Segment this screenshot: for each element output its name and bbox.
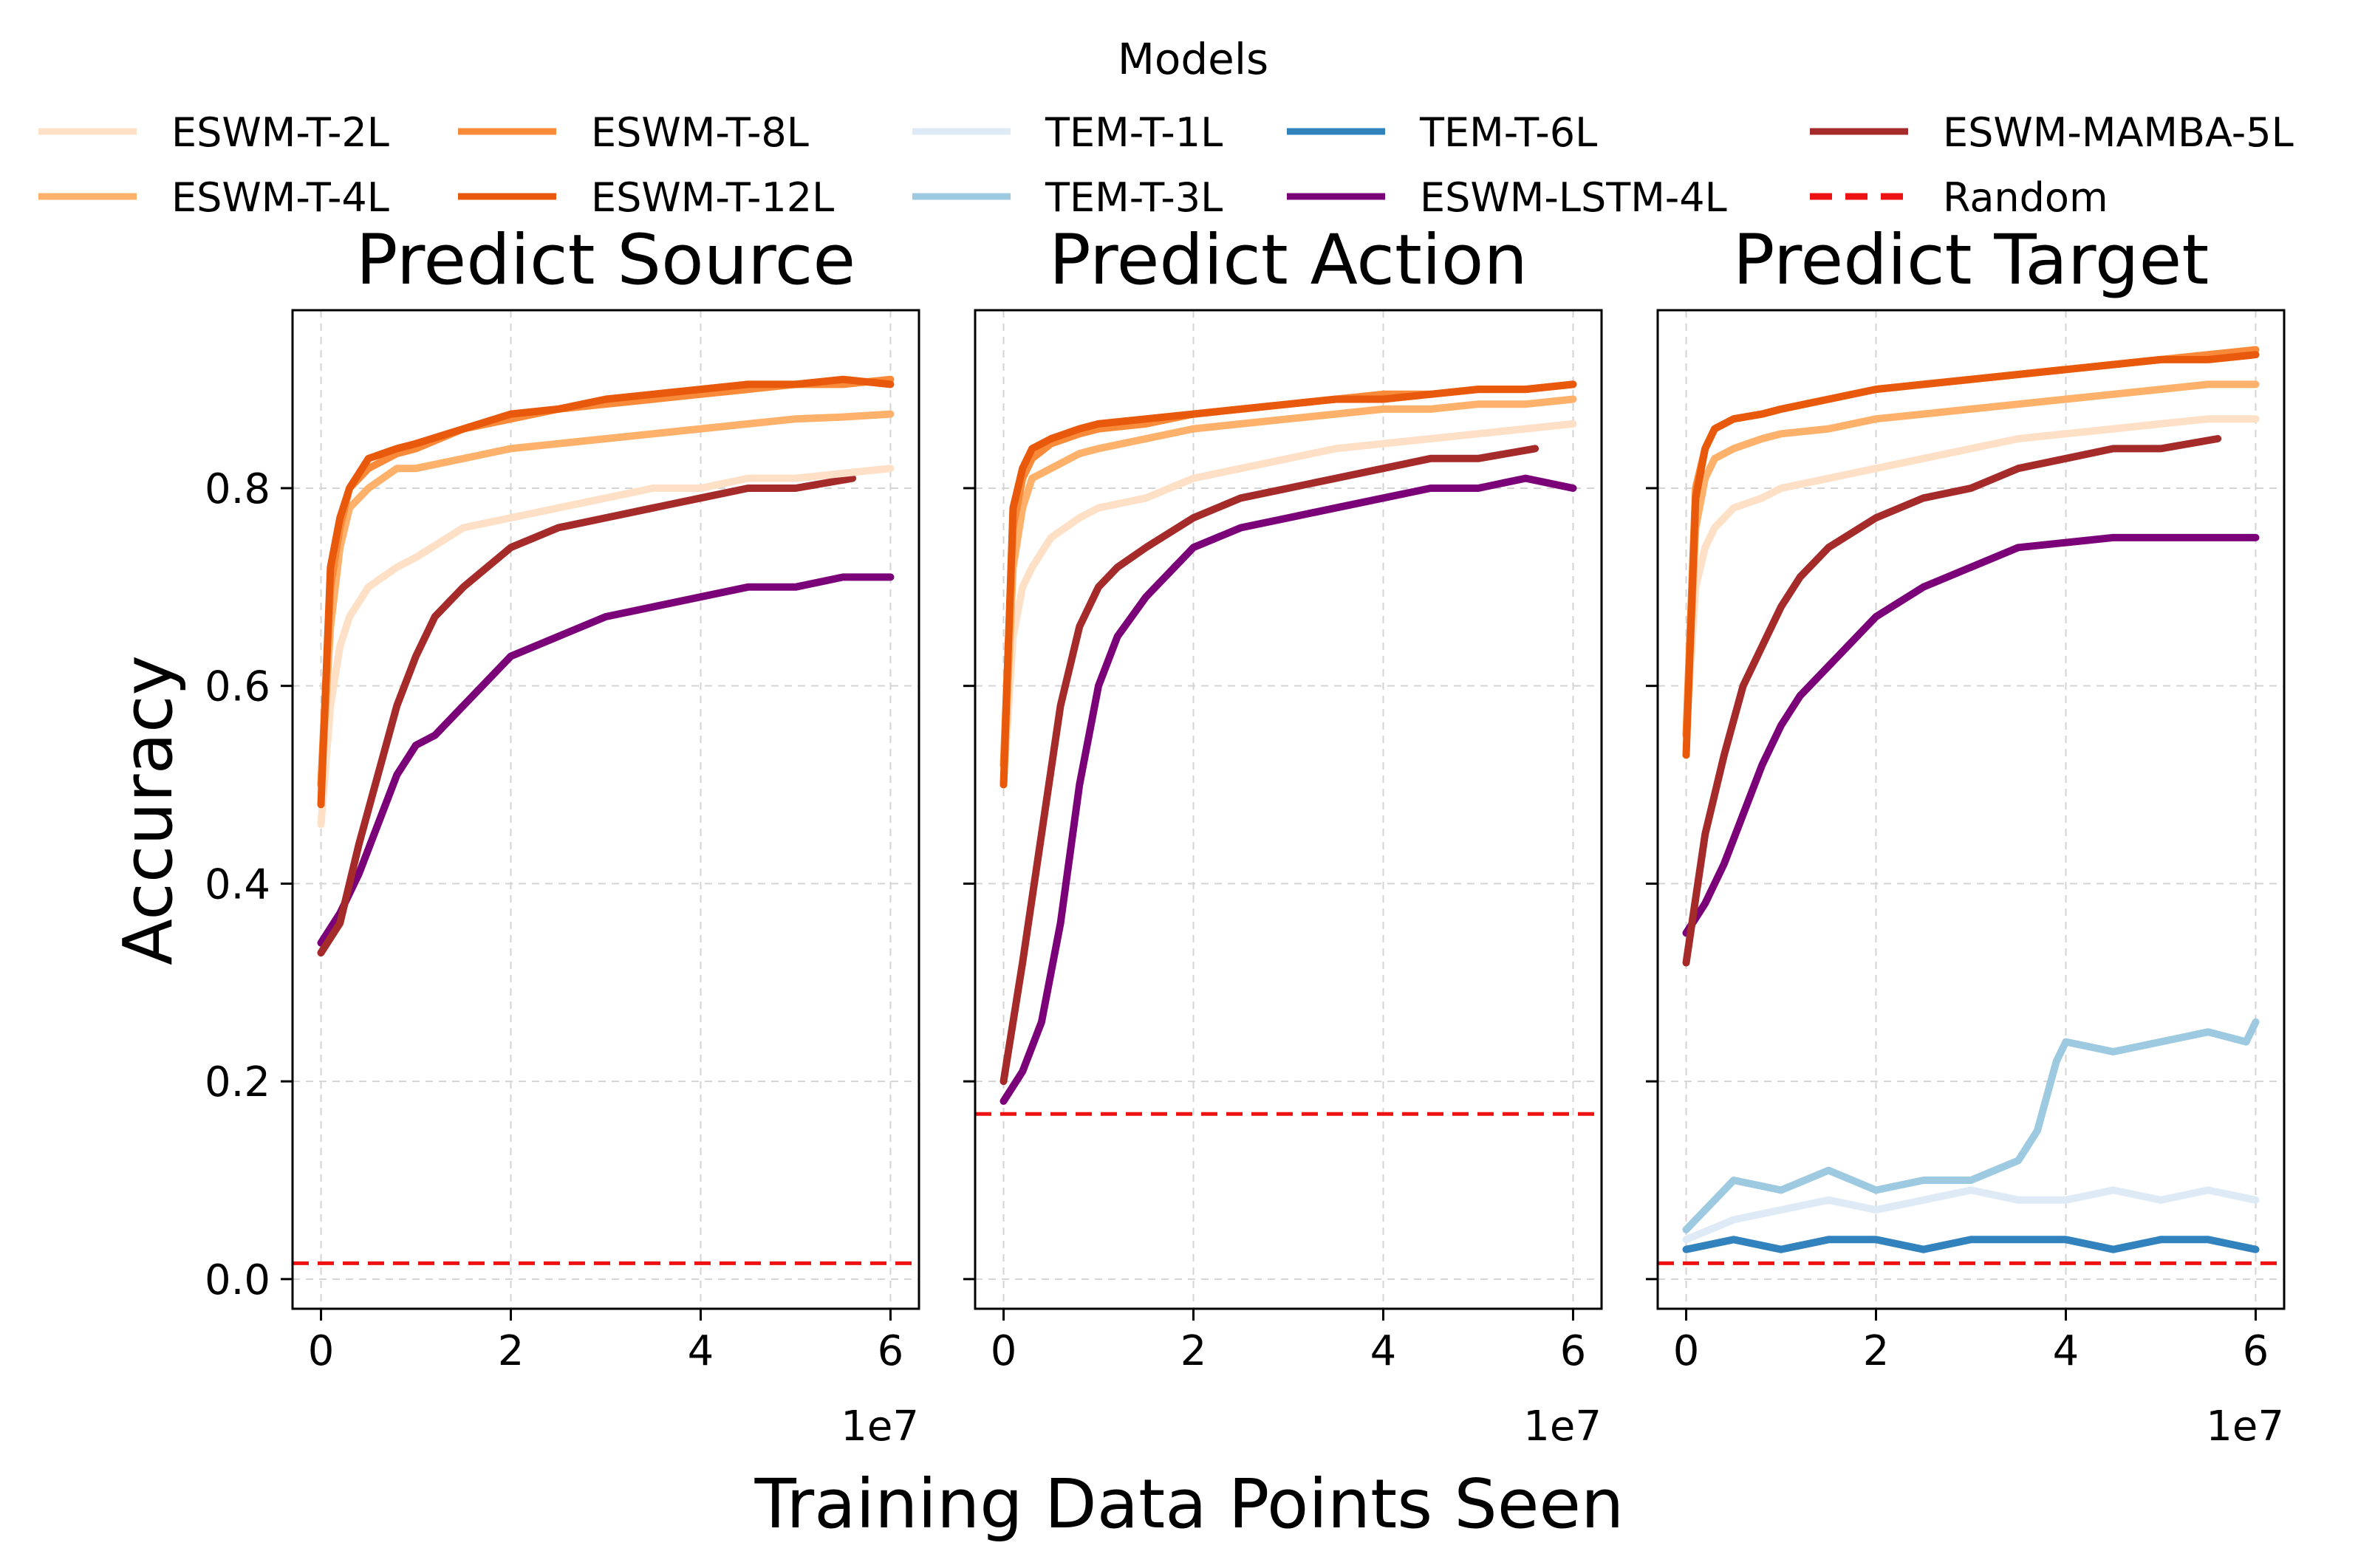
legend-label-eswm-t-12l: ESWM-T-12L	[591, 174, 834, 221]
panels: 0 2 4 6 0.0 0.2 0.4 0.6 0.8 1e7 Predict Source 0 2 4 6…	[205, 220, 2286, 1451]
plot-frame	[974, 309, 1603, 1310]
series-eswm-t-2l	[317, 465, 895, 829]
panel-predict-source: 0 2 4 6 0.0 0.2 0.4 0.6 0.8 1e7 Predict Source	[205, 220, 920, 1451]
x-tick-label: 6	[878, 1327, 904, 1375]
legend-item-eswm-lstm-4l: ESWM-LSTM-4L	[1287, 174, 1727, 221]
legend-item-eswm-t-4l: ESWM-T-4L	[38, 174, 389, 221]
legend-label-tem-t-1l: TEM-T-1L	[1045, 109, 1223, 156]
legend-label-tem-t-6l: TEM-T-6L	[1419, 109, 1597, 156]
series-eswm-lstm-4l	[317, 573, 895, 947]
series-eswm-t-12l	[317, 375, 895, 809]
y-tick-label: 0.8	[205, 465, 270, 513]
y-tick-label: 0.2	[205, 1058, 270, 1106]
legend-item-tem-t-3l: TEM-T-3L	[912, 174, 1223, 221]
series-eswm-t-2l	[1682, 415, 2260, 739]
legend-label-random: Random	[1943, 174, 2108, 221]
x-tick-label: 6	[1560, 1327, 1587, 1375]
y-tick-label: 0.4	[205, 860, 270, 908]
legend-item-tem-t-6l: TEM-T-6L	[1287, 109, 1597, 156]
x-multiplier-label: 1e7	[1523, 1403, 1602, 1451]
plot-frame	[1656, 309, 2286, 1310]
legend-label-eswm-t-2l: ESWM-T-2L	[171, 109, 389, 156]
series-eswm-t-8l	[999, 380, 1577, 769]
legend: ESWM-T-2L ESWM-T-4L ESWM-T-8L ESWM-T-12L TEM…	[38, 109, 2294, 221]
legend-item-eswm-t-8l: ESWM-T-8L	[458, 109, 809, 156]
series-eswm-mamba-5l	[999, 445, 1540, 1086]
series-eswm-t-4l	[317, 410, 895, 789]
legend-label-tem-t-3l: TEM-T-3L	[1045, 174, 1223, 221]
panel-title-predict-target: Predict Target	[1733, 220, 2209, 301]
panel-predict-target: 0 2 4 6 1e7 Predict Target	[1646, 220, 2286, 1451]
series-eswm-t-12l	[1682, 351, 2260, 759]
x-tick-label: 4	[2053, 1327, 2080, 1375]
legend-item-eswm-t-12l: ESWM-T-12L	[458, 174, 834, 221]
series-eswm-t-12l	[999, 380, 1577, 789]
legend-label-eswm-mamba-5l: ESWM-MAMBA-5L	[1943, 109, 2294, 156]
panel-title-predict-action: Predict Action	[1049, 220, 1528, 301]
x-multiplier-label: 1e7	[2206, 1403, 2284, 1451]
y-axis-label: Accuracy	[109, 655, 188, 965]
legend-title: Models	[1118, 34, 1268, 84]
legend-label-eswm-t-8l: ESWM-T-8L	[591, 109, 809, 156]
series-tem-t-3l	[1682, 1018, 2260, 1233]
x-multiplier-label: 1e7	[841, 1403, 919, 1451]
series-eswm-t-2l	[999, 420, 1577, 789]
x-tick-label: 2	[1180, 1327, 1207, 1375]
y-tick-label: 0.6	[205, 663, 270, 711]
x-tick-label: 4	[688, 1327, 714, 1375]
series-eswm-mamba-5l	[1682, 435, 2222, 967]
series-eswm-t-4l	[999, 395, 1577, 789]
panel-title-predict-source: Predict Source	[356, 220, 856, 301]
series-tem-t-6l	[1682, 1236, 2260, 1253]
x-tick-label: 2	[1863, 1327, 1890, 1375]
series-tem-t-1l	[1682, 1186, 2260, 1244]
legend-item-tem-t-1l: TEM-T-1L	[912, 109, 1223, 156]
x-tick-label: 0	[1673, 1327, 1700, 1375]
legend-item-random: Random	[1810, 174, 2108, 221]
x-tick-label: 0	[991, 1327, 1017, 1375]
x-tick-label: 6	[2243, 1327, 2269, 1375]
series-eswm-lstm-4l	[1682, 533, 2260, 937]
x-tick-label: 2	[498, 1327, 524, 1375]
legend-label-eswm-t-4l: ESWM-T-4L	[171, 174, 389, 221]
series-eswm-lstm-4l	[999, 474, 1577, 1105]
plot-frame	[291, 309, 920, 1310]
panel-predict-action: 0 2 4 6 1e7 Predict Action	[963, 220, 1603, 1451]
x-axis-label: Training Data Points Seen	[754, 1465, 1624, 1544]
series-eswm-t-4l	[1682, 380, 2260, 739]
legend-label-eswm-lstm-4l: ESWM-LSTM-4L	[1420, 174, 1727, 221]
legend-item-eswm-t-2l: ESWM-T-2L	[38, 109, 389, 156]
x-tick-label: 4	[1370, 1327, 1397, 1375]
series-eswm-mamba-5l	[317, 474, 857, 957]
y-tick-label: 0.0	[205, 1256, 270, 1304]
x-tick-label: 0	[308, 1327, 335, 1375]
legend-item-eswm-mamba-5l: ESWM-MAMBA-5L	[1810, 109, 2294, 156]
